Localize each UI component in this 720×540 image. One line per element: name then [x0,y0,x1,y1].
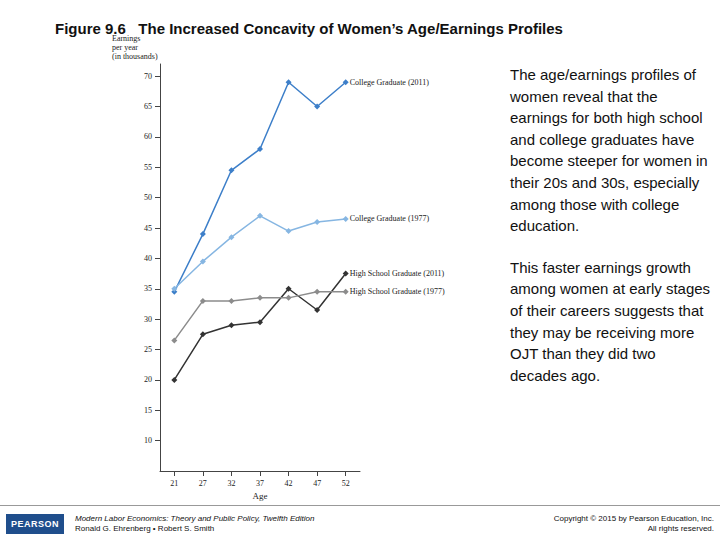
svg-text:15: 15 [144,406,152,415]
svg-text:35: 35 [144,284,152,293]
svg-text:70: 70 [144,72,152,81]
html-text:Modern Labor Economics: Theory: Modern Labor Economics: Theory and Publi… [75,514,315,523]
svg-text:Earnings: Earnings [112,34,141,43]
svg-text:47: 47 [313,479,321,488]
svg-text:37: 37 [256,479,264,488]
svg-text:(in thousands): (in thousands) [112,52,158,61]
svg-text:55: 55 [144,163,152,172]
svg-text:21: 21 [170,479,178,488]
html-text:Copyright © 2015 by Pearson Ed: Copyright © 2015 by Pearson Education, I… [553,514,714,523]
svg-text:25: 25 [144,345,152,354]
svg-text:32: 32 [227,479,235,488]
svg-text:60: 60 [144,132,152,141]
svg-text:30: 30 [144,315,152,324]
svg-text:Figure 9.6 The Increased Con: Figure 9.6 The Increased Concavity of Wo… [55,20,563,37]
svg-text:College Graduate (2011): College Graduate (2011) [350,78,430,87]
svg-text:High School Graduate (2011): High School Graduate (2011) [350,269,445,278]
svg-text:High School Graduate (1977): High School Graduate (1977) [350,287,445,296]
svg-text:per year: per year [112,43,138,52]
svg-text:65: 65 [144,102,152,111]
svg-text:42: 42 [285,479,293,488]
svg-text:45: 45 [144,224,152,233]
html-text:This faster earnings growth am: This faster earnings growth among women … [510,258,711,384]
svg-text:50: 50 [144,193,152,202]
svg-text:40: 40 [144,254,152,263]
svg-text:52: 52 [342,479,350,488]
html-text:Ronald G. Ehrenberg • Robert S: Ronald G. Ehrenberg • Robert S. Smith [75,524,215,533]
html-text:PEARSON: PEARSON [11,519,59,529]
html-text:All rights reserved.: All rights reserved. [647,524,714,533]
svg-text:10: 10 [144,436,152,445]
svg-text:Age: Age [253,491,268,501]
html-text:The age/earnings profiles of w: The age/earnings profiles of women revea… [510,66,708,235]
svg-text:27: 27 [199,479,207,488]
svg-text:20: 20 [144,375,152,384]
svg-text:College Graduate (1977): College Graduate (1977) [350,214,430,223]
